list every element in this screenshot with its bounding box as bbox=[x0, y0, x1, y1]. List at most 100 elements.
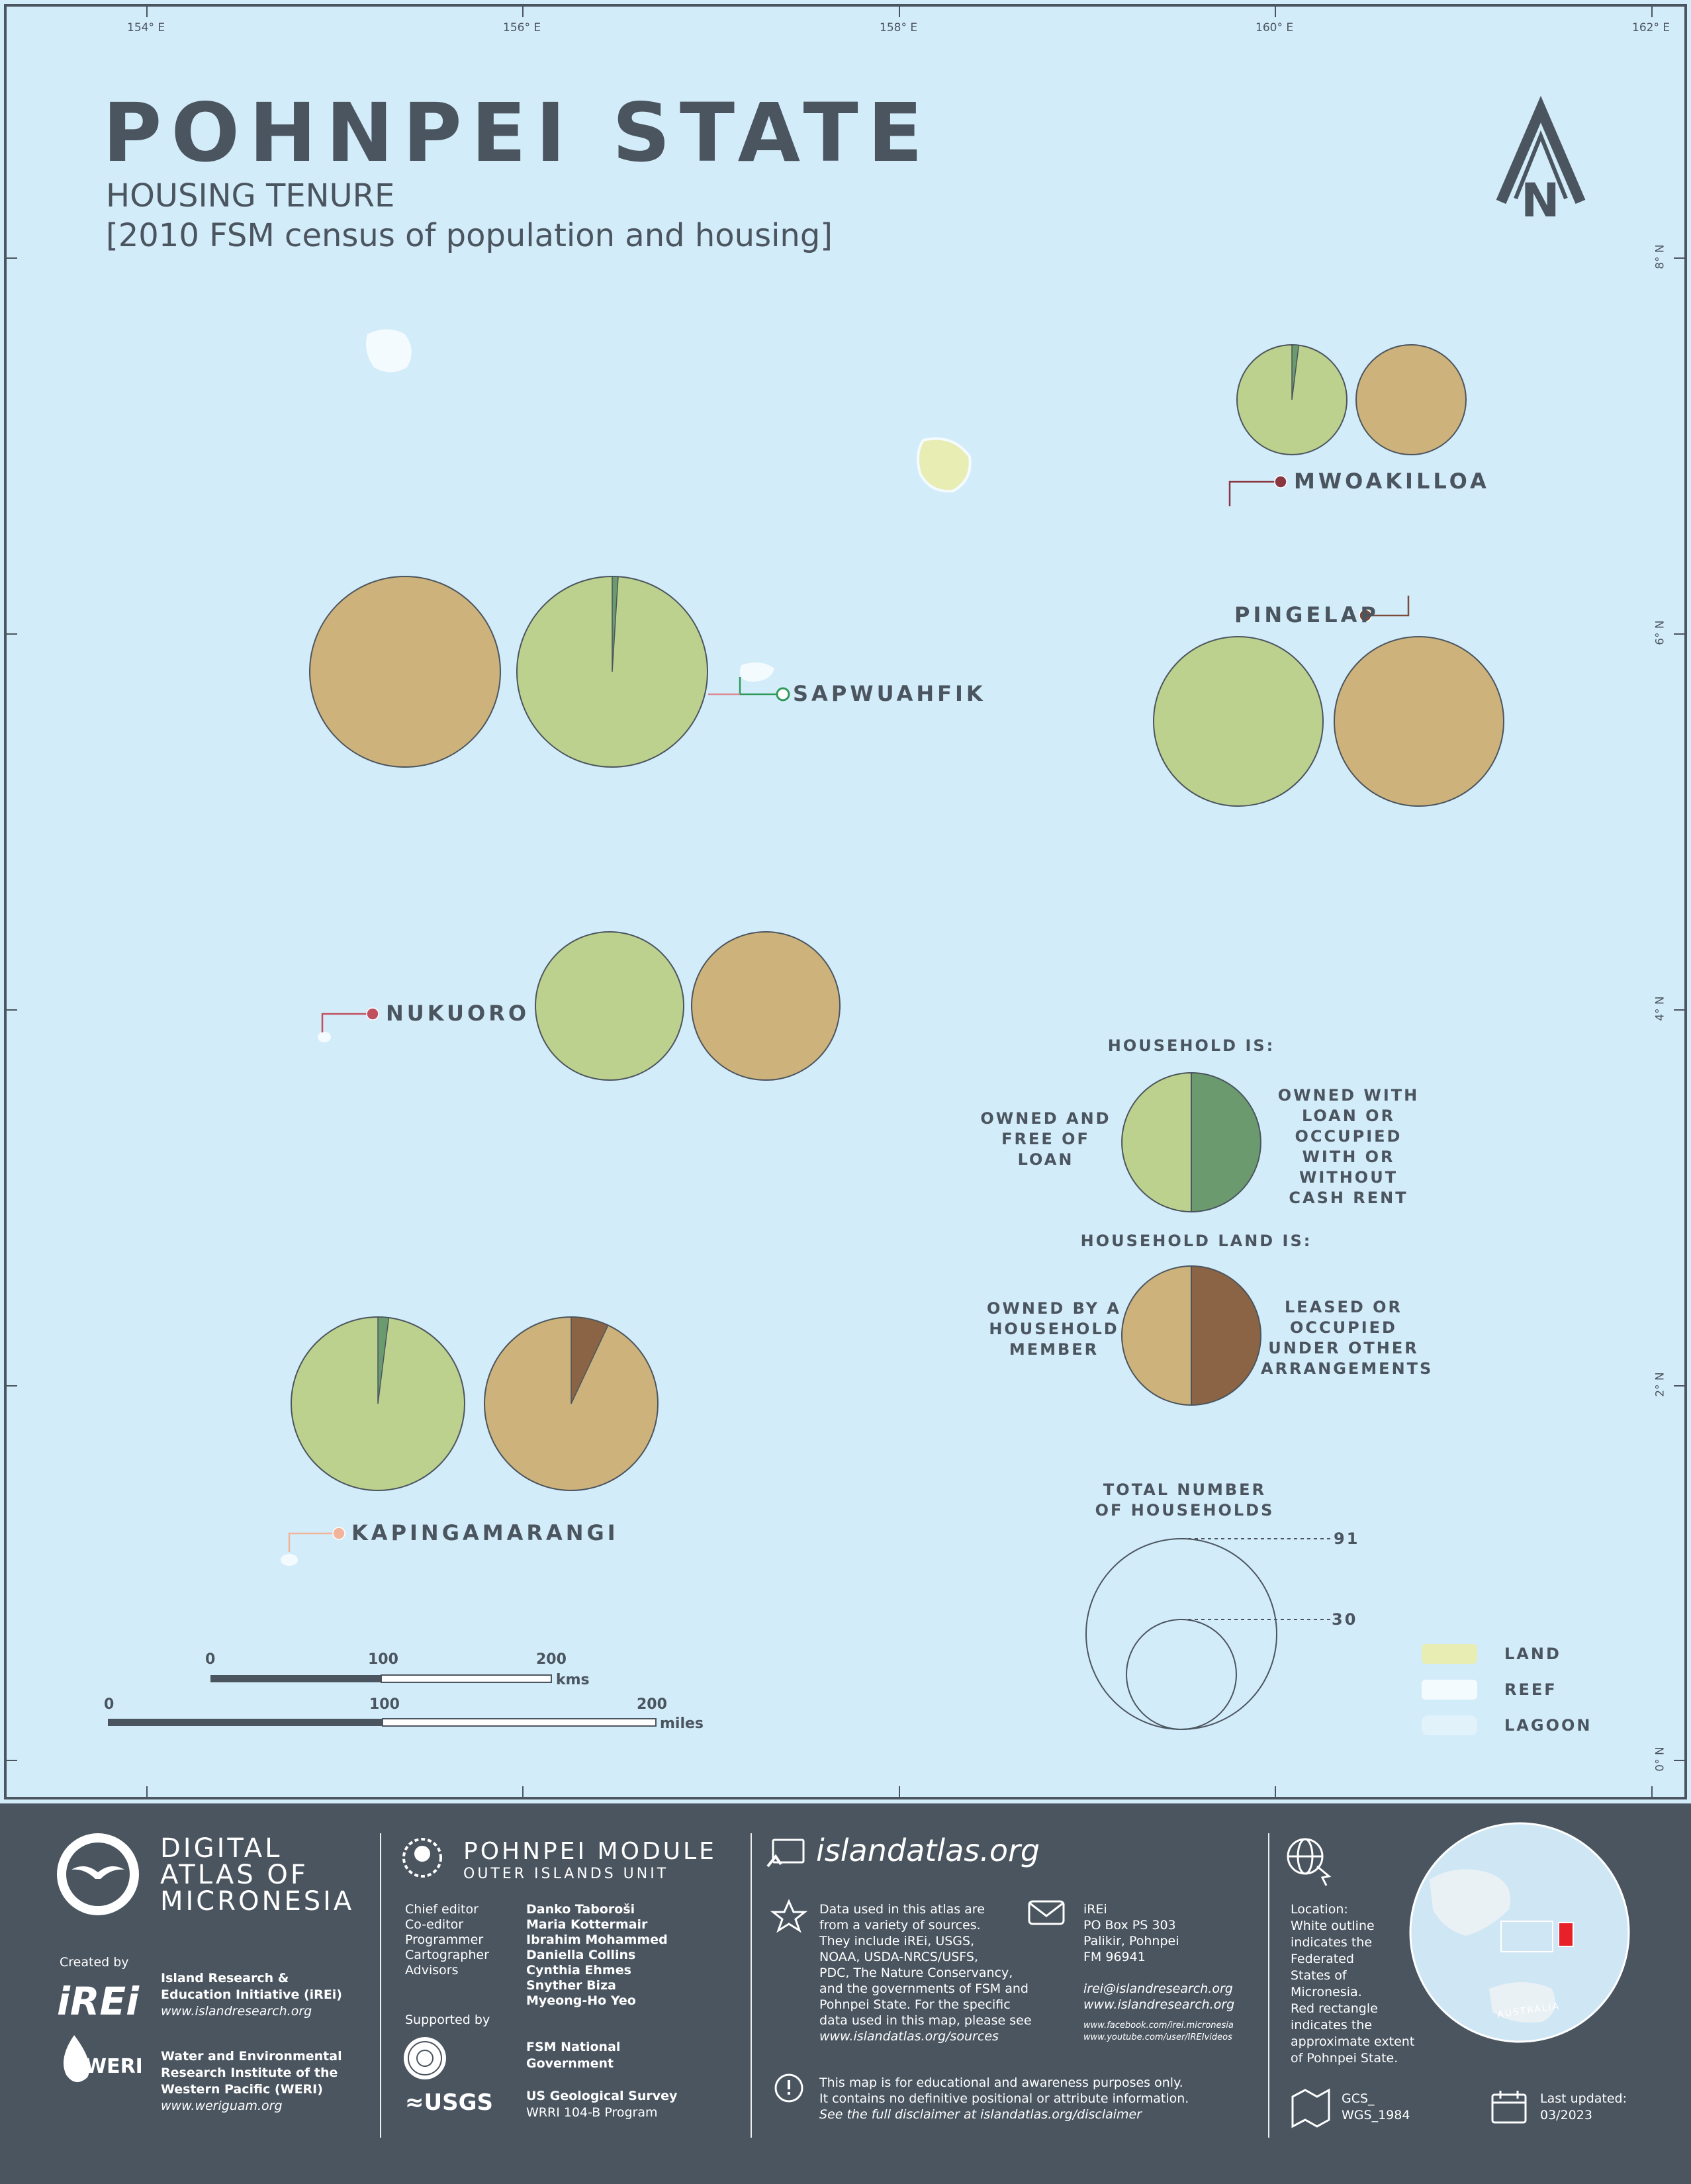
kapingamarangi-atoll-shape bbox=[281, 1554, 298, 1566]
web-link[interactable]: www.islandresearch.org bbox=[1083, 1997, 1235, 2012]
tenure-pie-pingelap bbox=[1153, 636, 1324, 807]
location-line: Location: bbox=[1291, 1902, 1348, 1917]
weri-name-line: Western Pacific (WERI) bbox=[161, 2082, 323, 2097]
youtube-link[interactable]: www.youtube.com/user/IREIvideos bbox=[1083, 2032, 1232, 2042]
legend-owned-loan-slice bbox=[1191, 1071, 1261, 1213]
lon-tick-label: 162° E bbox=[1632, 21, 1670, 34]
disclaimer-link[interactable]: See the full disclaimer at islandatlas.o… bbox=[819, 2107, 1142, 2122]
sources-line: data used in this map, please see bbox=[819, 2013, 1032, 2028]
weri-logo-icon bbox=[64, 2035, 90, 2083]
legend-reef-swatch bbox=[1422, 1680, 1477, 1700]
size-legend-large-circle bbox=[1085, 1538, 1277, 1730]
info-icon bbox=[774, 2073, 803, 2103]
sources-line: NOAA, USDA-NRCS/USFS, bbox=[819, 1950, 978, 1964]
tenure-pie-sapwuahfik-slice bbox=[612, 576, 619, 672]
lat-tick-label: 8° N bbox=[1653, 244, 1667, 269]
last-updated-value: 03/2023 bbox=[1540, 2108, 1592, 2122]
credit-name: Myeong-Ho Yeo bbox=[526, 1993, 636, 2008]
legend-owned-free-label: OWNED AND FREE OF LOAN bbox=[980, 1109, 1111, 1169]
credit-role: Chief editor bbox=[405, 1902, 479, 1917]
irei-url-link[interactable]: www.islandresearch.org bbox=[161, 2004, 312, 2019]
scale-km-unit: kms bbox=[556, 1672, 590, 1688]
created-by-label: Created by bbox=[60, 1955, 129, 1970]
legend-household-heading: HOUSEHOLD IS: bbox=[1107, 1036, 1275, 1055]
sapwuahfik-atoll-shape bbox=[739, 662, 774, 682]
legend-household-pie bbox=[1121, 1071, 1261, 1213]
lat-tick-label: 4° N bbox=[1653, 996, 1667, 1021]
north-label: N bbox=[1521, 173, 1560, 228]
disclaimer-line: It contains no definitive positional or … bbox=[819, 2091, 1189, 2106]
lon-tick-label: 156° E bbox=[503, 21, 541, 34]
fsm-name-line: FSM National bbox=[526, 2040, 621, 2054]
facebook-link[interactable]: www.facebook.com/irei.micronesia bbox=[1083, 2021, 1234, 2030]
weri-url-link[interactable]: www.weriguam.org bbox=[161, 2099, 283, 2113]
scale-km-zero: 0 bbox=[205, 1651, 216, 1668]
last-updated-label: Last updated: bbox=[1540, 2091, 1627, 2106]
sources-link[interactable]: www.islandatlas.org/sources bbox=[819, 2029, 999, 2044]
map-canvas bbox=[4, 4, 1687, 1799]
sources-line: They include iREi, USGS, bbox=[819, 1934, 975, 1948]
land-pie-kapingamarangi-slice bbox=[571, 1316, 609, 1404]
legend-land-member-label: OWNED BY A HOUSEHOLD MEMBER bbox=[987, 1299, 1121, 1359]
location-line: indicates the bbox=[1291, 1935, 1373, 1950]
credit-role: Cartographer bbox=[405, 1948, 489, 1962]
location-line: Federated bbox=[1291, 1952, 1354, 1966]
islands-layer bbox=[281, 329, 972, 1566]
land-pie-sapwuahfik bbox=[309, 576, 501, 768]
lat-tick-label: 0° N bbox=[1653, 1747, 1667, 1772]
sources-line: from a variety of sources. bbox=[819, 1918, 981, 1933]
location-line: of Pohnpei State. bbox=[1291, 2051, 1398, 2066]
legend-owned-free-slice bbox=[1121, 1071, 1192, 1213]
tenure-pie-nukuoro-base bbox=[535, 931, 684, 1081]
contact-line: Palikir, Pohnpei bbox=[1083, 1934, 1179, 1948]
location-line: Micronesia. bbox=[1291, 1985, 1362, 1999]
usgs-logo-text: ≈USGS bbox=[405, 2089, 493, 2116]
land-pie-kapingamarangi bbox=[484, 1316, 659, 1491]
land-pie-pingelap bbox=[1334, 636, 1504, 807]
location-line: White outline bbox=[1291, 1919, 1375, 1933]
tenure-pie-kapingamarangi bbox=[291, 1316, 465, 1491]
credit-name: Ibrahim Mohammed bbox=[526, 1933, 668, 1947]
contact-line: PO Box PS 303 bbox=[1083, 1918, 1176, 1933]
land-pie-pingelap-base bbox=[1334, 636, 1504, 807]
credit-name: Daniella Collins bbox=[526, 1948, 636, 1962]
sources-line: Data used in this atlas are bbox=[819, 1902, 985, 1917]
land-pie-mwoakilloa bbox=[1355, 344, 1467, 455]
projection-line: WGS_1984 bbox=[1342, 2108, 1410, 2122]
lon-tick-label: 160° E bbox=[1256, 21, 1294, 34]
island-marker-mwoakilloa bbox=[1274, 475, 1287, 488]
credit-role: Programmer bbox=[405, 1933, 484, 1947]
contact-line: iREi bbox=[1083, 1902, 1107, 1917]
scale-km-mid: 100 bbox=[368, 1651, 398, 1668]
calendar-icon bbox=[1491, 2091, 1527, 2124]
email-link[interactable]: irei@islandresearch.org bbox=[1083, 1981, 1233, 1996]
legend-land-member-slice bbox=[1121, 1265, 1192, 1406]
legend-lagoon-swatch bbox=[1422, 1715, 1477, 1735]
location-line: States of bbox=[1291, 1968, 1347, 1983]
legend-land-leased-label: LEASED OR OCCUPIED UNDER OTHER ARRANGEME… bbox=[1261, 1298, 1434, 1378]
sources-line: and the governments of FSM and bbox=[819, 1981, 1028, 1996]
footer-panel: DIGITAL ATLAS OF MICRONESIA Created by i… bbox=[0, 1803, 1691, 2184]
lat-tick-label: 2° N bbox=[1653, 1372, 1667, 1397]
credit-name: Snyther Biza bbox=[526, 1978, 616, 1993]
module-title: POHNPEI MODULE bbox=[463, 1838, 717, 1865]
supported-by-label: Supported by bbox=[405, 2013, 490, 2027]
sources-line: Pohnpei State. For the specific bbox=[819, 1997, 1011, 2012]
atlas-name-line: MICRONESIA bbox=[160, 1886, 355, 1917]
star-icon bbox=[770, 1899, 808, 1933]
island-marker-nukuoro bbox=[366, 1007, 379, 1021]
legend-reef-label: REEF bbox=[1504, 1680, 1557, 1699]
scale-km-end: 200 bbox=[536, 1651, 567, 1668]
map-title: POHNPEI STATE bbox=[103, 86, 933, 180]
scale-mi-mid: 100 bbox=[369, 1696, 400, 1713]
weri-logo-text: WERI bbox=[85, 2055, 143, 2078]
site-url-link[interactable]: islandatlas.org bbox=[816, 1833, 1040, 1868]
credit-role: Co-editor bbox=[405, 1917, 464, 1932]
legend-land-leased-slice bbox=[1191, 1265, 1261, 1406]
location-line: Red rectangle bbox=[1291, 2001, 1378, 2016]
map-frame bbox=[4, 4, 1687, 1799]
pie-layer bbox=[291, 344, 1504, 1491]
legend-land-label: LAND bbox=[1504, 1645, 1561, 1663]
irei-name-line: Island Research & bbox=[161, 1971, 289, 1985]
contact-line: FM 96941 bbox=[1083, 1950, 1146, 1964]
